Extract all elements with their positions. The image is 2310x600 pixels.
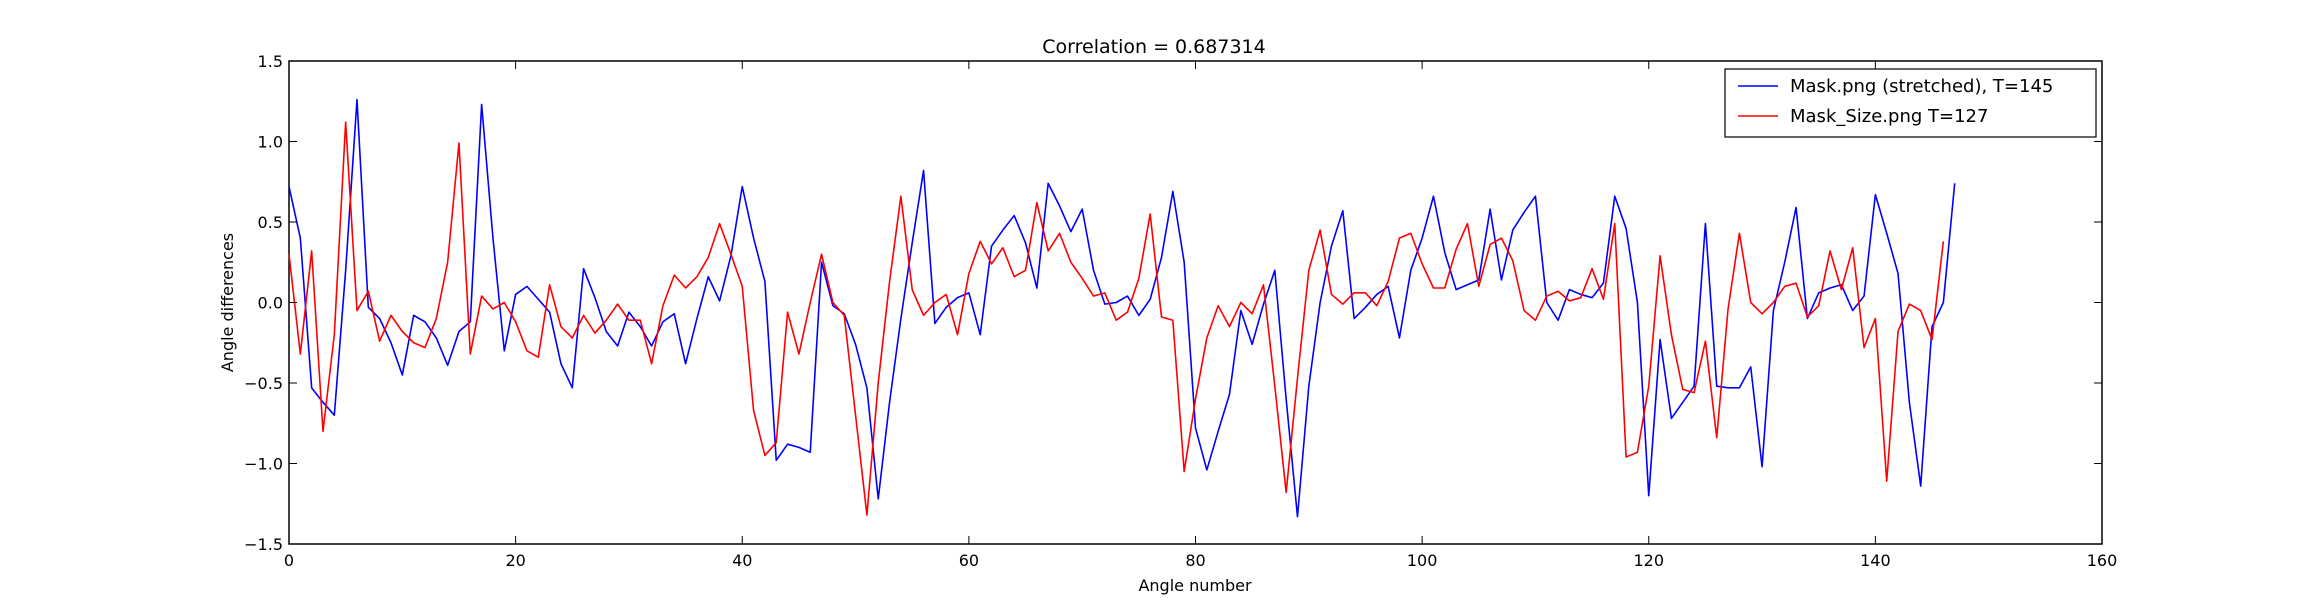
y-tick-label: −0.5	[244, 374, 283, 393]
plot-frame	[288, 60, 2103, 545]
x-tick-label: 0	[284, 551, 294, 570]
legend: Mask.png (stretched), T=145 Mask_Size.pn…	[1724, 68, 2097, 138]
y-tick-label: 0.0	[258, 294, 283, 313]
y-axis-label: Angle differences	[218, 233, 237, 372]
x-tick-label: 20	[505, 551, 525, 570]
chart-title: Correlation = 0.687314	[1042, 36, 1265, 58]
x-axis-label: Angle number	[1138, 576, 1251, 595]
y-tick-label: −1.0	[244, 455, 283, 474]
x-tick-label: 140	[1860, 551, 1891, 570]
plot-area: 0 20 40 60 80 100 120 140 160 1.5 1.0 0.5 0.0 −0.5 −1.…	[244, 52, 2117, 570]
x-tick-label: 160	[2087, 551, 2118, 570]
series-layer	[288, 98, 1956, 518]
y-tick-label: 1.0	[258, 133, 283, 152]
y-tick-label: −1.5	[244, 535, 283, 554]
x-tick-label: 80	[1185, 551, 1205, 570]
legend-box	[1724, 68, 2097, 138]
y-tick-label: 0.5	[258, 213, 283, 232]
y-tick-label: 1.5	[258, 52, 283, 71]
ticks-layer: 0 20 40 60 80 100 120 140 160 1.5 1.0 0.5 0.0 −0.5 −1.…	[244, 52, 2117, 570]
legend-label-series-0: Mask.png (stretched), T=145	[1790, 76, 2053, 97]
x-tick-label: 40	[732, 551, 752, 570]
x-tick-label: 60	[959, 551, 979, 570]
series-line-1	[288, 121, 1945, 516]
legend-label-series-1: Mask_Size.png T=127	[1790, 106, 1988, 127]
x-tick-label: 120	[1633, 551, 1664, 570]
series-line-0	[288, 98, 1956, 518]
x-tick-label: 100	[1407, 551, 1438, 570]
